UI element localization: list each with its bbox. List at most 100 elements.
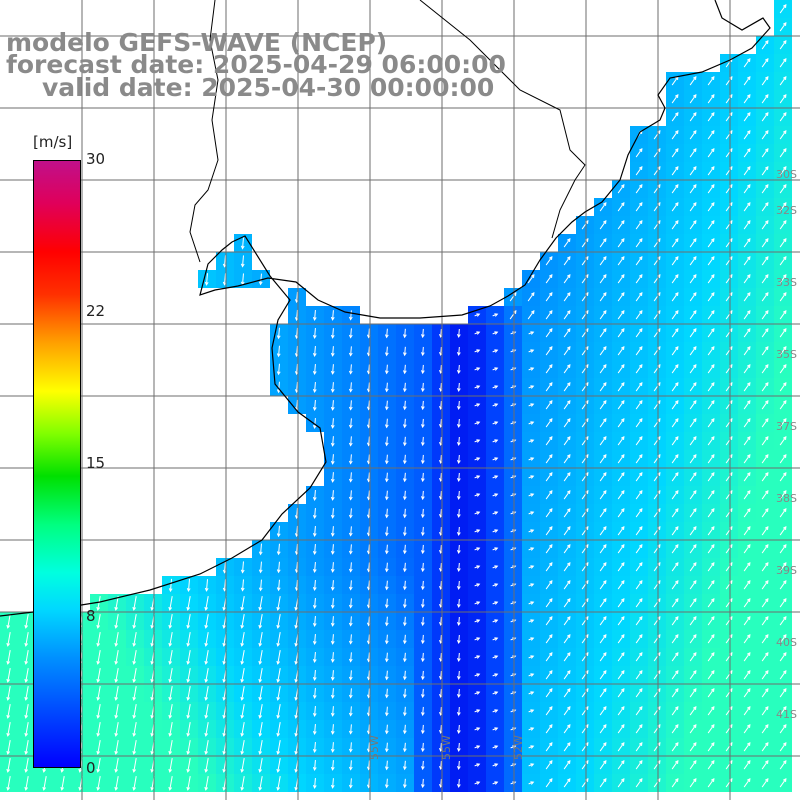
wind-arrow [671,220,679,230]
longitude-label: 52W [512,735,525,760]
wind-arrow [779,472,787,482]
wind-arrow [599,292,607,302]
wind-arrow [761,418,769,428]
wind-arrow [743,310,751,320]
wind-arrow [348,742,353,753]
wind-arrow [635,418,643,428]
wind-arrow [635,346,643,356]
wind-arrow [707,292,715,302]
wind-arrow [330,544,335,555]
wind-arrow [204,686,209,701]
wind-arrow [599,400,607,410]
wind-arrow [635,328,643,338]
wind-arrow [743,400,751,410]
wind-arrow [635,598,643,608]
wind-arrow [384,544,389,555]
wind-arrow [168,704,173,719]
wind-arrow [330,616,335,627]
wind-arrow [671,130,679,140]
wind-arrow [707,418,715,428]
wind-arrow [132,668,137,683]
wind-arrow [779,364,787,374]
wind-arrow [24,758,29,773]
wind-arrow [761,94,769,104]
wind-arrow [114,758,119,773]
wind-arrow [671,202,679,212]
wind-arrow [761,148,769,158]
border-line [419,0,586,239]
wind-arrow [186,632,191,647]
wind-arrow [707,220,715,230]
wind-arrow [348,310,353,321]
wind-arrow [456,436,461,447]
wind-arrow [779,112,787,122]
wind-arrow [384,634,389,645]
wind-arrow [312,634,317,645]
wind-arrow [258,650,263,665]
wind-arrow [456,544,461,555]
wind-arrow [186,776,191,791]
wind-arrow [545,508,553,518]
wind-arrow [563,400,571,410]
wind-arrow [312,598,317,609]
wind-arrow [779,382,787,392]
wind-arrow [779,508,787,518]
wind-arrow [671,148,679,158]
wind-arrow [635,202,643,212]
wind-arrow [563,580,571,590]
wind-arrow [689,562,697,572]
wind-arrow [402,454,407,465]
wind-arrow [204,596,209,611]
wind-arrow [761,112,769,122]
wind-arrow [528,781,535,785]
wind-arrow [528,691,535,695]
wind-arrow [330,328,335,339]
wind-arrow [563,328,571,338]
wind-arrow [6,632,11,647]
wind-arrow [168,650,173,665]
wind-arrow [330,364,335,375]
wind-arrow [599,742,607,752]
wind-arrow [671,778,679,788]
wind-arrow [635,382,643,392]
wind-arrow [779,22,787,32]
wind-arrow [312,526,317,537]
wind-arrow [671,706,679,716]
wind-arrow [528,727,535,731]
wind-arrow [276,363,281,376]
wind-arrow [599,418,607,428]
wind-arrow [492,457,499,461]
wind-arrow [312,544,317,555]
wind-arrow [492,619,499,623]
wind-arrow [276,345,281,358]
wind-arrow [563,652,571,662]
wind-arrow [563,436,571,446]
wind-arrow [474,673,481,677]
wind-arrow [743,724,751,734]
wind-arrow [617,652,625,662]
wind-arrow [240,776,245,791]
wind-arrow [420,688,425,699]
wind-arrow [635,220,643,230]
wind-arrow [240,704,245,719]
wind-arrow [761,130,769,140]
wind-arrow [689,112,697,122]
wind-arrow [402,472,407,483]
wind-arrow [689,166,697,176]
wind-arrow [204,722,209,737]
wind-arrow [6,722,11,737]
wind-arrow [348,634,353,645]
wind-arrow [779,256,787,266]
wind-arrow [114,704,119,719]
wind-arrow [707,778,715,788]
wind-arrow [240,668,245,683]
wind-arrow [492,709,499,713]
wind-arrow [779,634,787,644]
wind-arrow [474,421,481,425]
wind-arrow [330,526,335,537]
wind-arrow [348,562,353,573]
wind-arrow [420,382,425,393]
wind-arrow [707,580,715,590]
wind-arrow [420,364,425,375]
wind-arrow [474,367,481,371]
